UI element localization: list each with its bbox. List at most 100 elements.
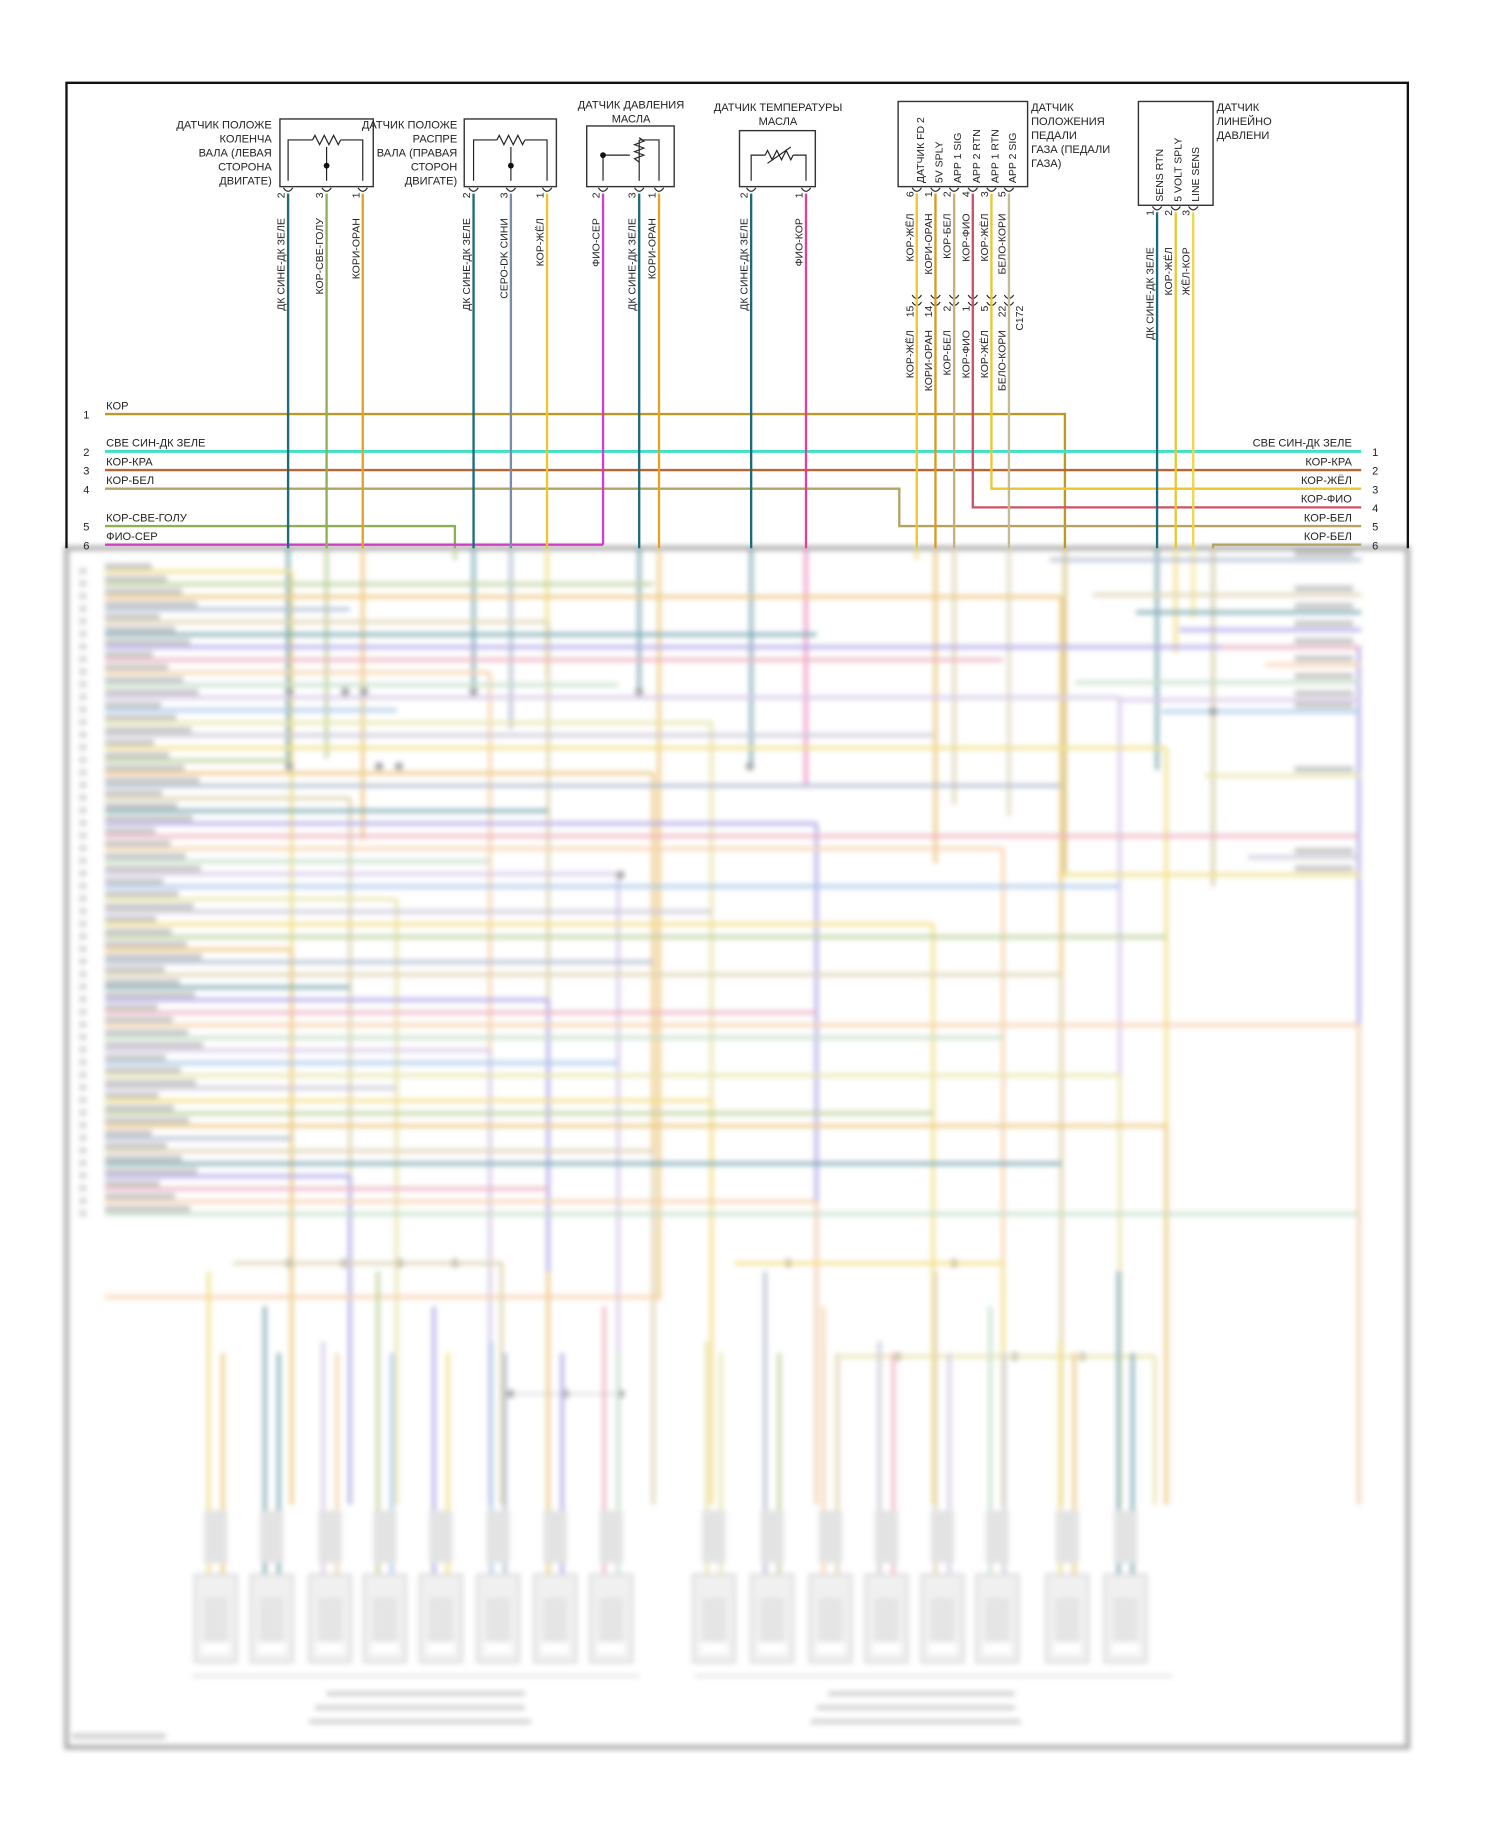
sensor-wire — [990, 193, 1362, 490]
blurred-label — [104, 1105, 174, 1111]
sensor-title: ДАВЛЕНИ — [1217, 130, 1270, 142]
blurred-connector-label — [543, 1510, 567, 1563]
blurred-caption — [314, 1705, 525, 1710]
pin-number: 2 — [1164, 210, 1175, 216]
blurred-pin-number — [79, 1034, 87, 1040]
blurred-pin-number — [79, 605, 87, 612]
pin-number: 3 — [628, 192, 639, 198]
connector-terminal — [930, 1597, 955, 1645]
blurred-label — [104, 613, 160, 620]
splice-dot — [341, 687, 350, 696]
blurred-pin-number — [79, 1021, 87, 1028]
connector-pin-icon — [653, 187, 665, 192]
connector-pin-icon — [746, 187, 757, 192]
wire-label: КОР-ЖЁЛ — [979, 213, 991, 261]
sensor-title: ГАЗА) — [1031, 158, 1061, 170]
connector-pin-icon — [321, 187, 332, 192]
blurred-connector-label — [599, 1510, 623, 1563]
blurred-label — [1294, 673, 1354, 679]
terminal-label: APP 2 RTN — [972, 129, 983, 183]
blurred-label — [104, 979, 180, 985]
wire — [233, 1261, 504, 1505]
blurred-label — [104, 575, 167, 582]
blurred-label — [104, 601, 198, 607]
blurred-label — [1294, 585, 1354, 592]
connector-terminal — [204, 1597, 228, 1645]
wire-label: ФИО-КОР — [794, 218, 805, 266]
blurred-label — [1294, 865, 1354, 872]
sensor-title: СТОРОНА — [218, 161, 272, 173]
connector-pin-number: 1 — [961, 305, 972, 311]
connector-pin-icon — [986, 187, 997, 192]
internal-wire — [793, 154, 807, 181]
blurred-pin-number — [79, 1122, 87, 1129]
wire-label: КОРИ-ОРАН — [924, 330, 935, 391]
blurred-caption — [309, 1719, 531, 1724]
connector-pin-number: 2 — [943, 305, 954, 311]
blurred-connector-label — [1113, 1510, 1138, 1563]
bus-pin-number: 2 — [83, 447, 89, 459]
blurred-label — [104, 916, 157, 922]
bus-wire-label: КОР-КРА — [106, 456, 153, 468]
pin-number: 6 — [905, 191, 916, 197]
blurred-label — [104, 815, 193, 822]
wire-label: ДК СИНЕ-ДК ЗЕЛЕ — [462, 218, 473, 311]
terminal-label: APP 2 SIG — [1008, 133, 1019, 184]
sensor-title: ПОЛОЖЕНИЯ — [1031, 116, 1105, 128]
blurred-connector-label — [486, 1510, 510, 1563]
blurred-pin-number — [79, 656, 87, 663]
wire-label: БЕЛО-КОРИ — [997, 213, 1008, 274]
splice-dot — [616, 870, 625, 879]
wire-label: КОР-СВЕ-ГОЛУ — [315, 218, 326, 295]
blurred-label — [104, 802, 178, 809]
bus-wire-label: КОР-БЕЛ — [1304, 512, 1352, 524]
terminal-label: ДАТЧИК FD 2 — [916, 117, 927, 183]
terminal-label: APP 1 SIG — [953, 133, 964, 184]
blurred-pin-number — [79, 895, 87, 902]
blurred-pin-number — [79, 593, 87, 600]
splice-dot — [635, 687, 644, 696]
bus-wire-label: СВЕ СИН-ДК ЗЕЛЕ — [106, 438, 205, 450]
blurred-label — [1294, 766, 1354, 773]
blurred-pin-number — [79, 706, 87, 713]
blurred-pin-number — [79, 618, 87, 625]
connector-id — [928, 1642, 957, 1654]
connector-pin-icon — [634, 187, 645, 192]
blurred-pin-number — [79, 631, 87, 637]
pin-number: 5 — [997, 191, 1008, 197]
sensor-title: ДАТЧИК — [1217, 102, 1260, 114]
blurred-label — [104, 588, 182, 595]
connector-pin-number: 22 — [997, 305, 1008, 317]
sensor-box — [586, 125, 675, 188]
blurred-label — [104, 714, 177, 721]
wire-label: ДК СИНЕ-ДК ЗЕЛЕ — [277, 218, 288, 311]
pin-number: 1 — [1146, 210, 1157, 216]
wire-label: КОР-ЖЁЛ — [904, 330, 916, 378]
blurred-pin-number — [79, 933, 87, 940]
splice-dot — [745, 762, 755, 771]
pin-number: 2 — [277, 192, 288, 198]
resistor-icon — [312, 133, 342, 146]
blurred-pin-number — [79, 908, 87, 914]
sensor-box — [463, 118, 558, 188]
splice-dot — [469, 687, 478, 696]
connector-terminal — [1055, 1597, 1079, 1645]
blurred-label — [104, 676, 184, 683]
splice-dot — [285, 762, 294, 771]
pin-number: 1 — [351, 192, 362, 198]
sensor-title: ВАЛА (ЛЕВАЯ — [199, 147, 272, 159]
connector-pin-icon — [948, 187, 960, 192]
bus-pin-number: 1 — [83, 410, 89, 422]
wire-label: КОР-ЖЁЛ — [1163, 247, 1175, 295]
wire-label: ДК СИНЕ-ДК ЗЕЛЕ — [628, 218, 639, 311]
blurred-pin-number — [79, 857, 87, 864]
bus-wire-label: КОР-КРА — [1305, 456, 1352, 468]
connector-id — [257, 1642, 286, 1654]
bus-pin-number: 6 — [83, 540, 89, 552]
wire — [839, 1354, 1157, 1505]
blurred-pin-number — [79, 1210, 87, 1217]
connector-terminal — [702, 1597, 726, 1645]
blurred-label — [104, 1042, 203, 1048]
wire-label: КОР-ЖЁЛ — [979, 330, 991, 378]
